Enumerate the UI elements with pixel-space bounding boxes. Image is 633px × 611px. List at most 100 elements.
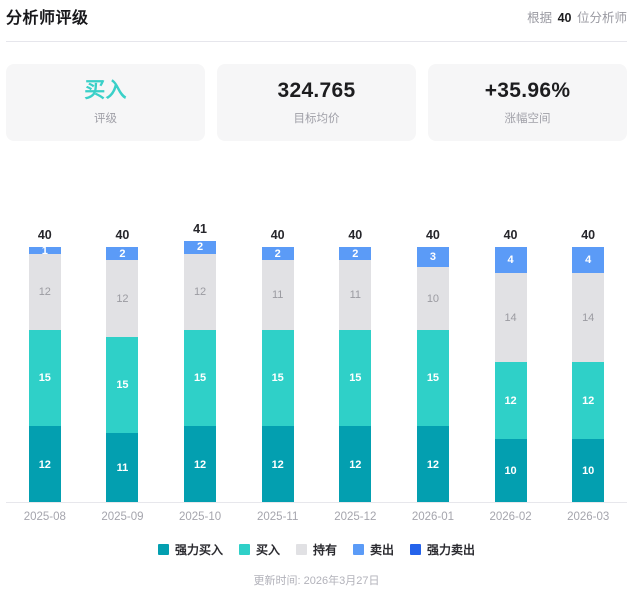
x-axis-label: 2026-03 [567,511,610,523]
column-total-label: 40 [115,228,130,243]
chart-column[interactable]: 41 2 12 15 12 [161,215,239,503]
x-axis-label: 2025-08 [23,511,66,523]
bar-segment[interactable]: 10 [416,266,449,331]
bar-segment[interactable]: 14 [494,272,527,363]
bar-segment[interactable]: 12 [28,253,61,331]
summary-card-upside: +35.96% 涨幅空间 [428,64,627,141]
summary-card-value: 324.765 [277,78,356,102]
panel-header: 分析师评级 根据 40 位分析师 [6,0,627,42]
summary-card-label: 涨幅空间 [504,113,551,126]
chart-column[interactable]: 40 2 11 15 12 [317,215,395,503]
legend-item[interactable]: 强力卖出 [410,541,475,558]
summary-card-value: +35.96% [484,78,571,102]
stacked-bar[interactable]: 4 14 12 10 [572,247,605,503]
legend-item[interactable]: 买入 [238,541,280,558]
summary-cards: 买入评级 324.765 目标均价 +35.96% 涨幅空间 [6,64,627,141]
bar-segment[interactable]: 15 [106,336,139,433]
summary-card-rating: 买入 评级 [6,64,205,141]
bar-segment[interactable]: 11 [261,260,294,331]
legend-swatch-icon [238,544,250,555]
bar-segment[interactable]: 2 [184,241,217,254]
bar-segment[interactable]: 12 [339,426,372,503]
legend-item[interactable]: 强力买入 [157,541,223,558]
bar-segment[interactable]: 1 [28,247,61,254]
bar-segment[interactable]: 10 [494,439,527,503]
bar-segment[interactable]: 15 [184,330,217,427]
x-axis-label: 2026-01 [411,511,455,523]
bar-segment[interactable]: 4 [572,247,605,273]
bar-segment[interactable]: 15 [339,330,372,427]
bar-segment[interactable]: 2 [339,247,372,261]
bar-segment[interactable]: 2 [261,247,294,261]
chart-plot-area: 40 1 12 15 12 40 2 12 15 11 41 2 12 15 12 40 2 11 15 12 40 2 1… [6,215,627,503]
x-axis-label: 2025-10 [178,511,222,523]
stacked-bar[interactable]: 3 10 15 12 [416,247,449,503]
bar-segment[interactable]: 12 [106,260,139,337]
analyst-count-note: 根据 40 位分析师 [527,4,627,26]
bar-segment[interactable]: 12 [184,253,217,331]
bar-segment[interactable]: 2 [106,247,139,261]
column-total-label: 40 [348,228,363,243]
chart-column[interactable]: 40 4 14 12 10 [472,215,550,503]
column-total-label: 40 [425,228,440,243]
legend-swatch-icon [295,544,307,555]
bar-segment[interactable]: 15 [28,330,61,427]
summary-card-price: 324.765 目标均价 [217,64,416,141]
bar-segment[interactable]: 14 [572,272,605,363]
bar-segment[interactable]: 12 [572,362,605,440]
stacked-bar[interactable]: 2 11 15 12 [339,247,372,503]
analyst-note-suffix: 位分析师 [576,11,627,25]
summary-card-label: 评级 [94,113,117,126]
legend-item[interactable]: 持有 [295,541,337,558]
column-total-label: 40 [37,228,52,243]
bar-segment[interactable]: 12 [261,426,294,503]
summary-card-value: 买入 [84,78,127,102]
summary-card-label: 目标均价 [293,113,340,126]
analyst-note-count: 40 [557,11,572,25]
legend-label: 卖出 [370,543,395,557]
legend-label: 买入 [255,543,280,557]
chart-column[interactable]: 40 4 14 12 10 [549,215,627,503]
bar-segment[interactable]: 10 [572,439,605,503]
legend-swatch-icon [157,544,169,555]
chart-column[interactable]: 40 2 11 15 12 [239,215,317,503]
bar-segment[interactable]: 12 [494,362,527,440]
legend-label: 持有 [312,543,337,557]
x-axis-label: 2025-09 [101,511,144,523]
legend-label: 强力卖出 [427,543,476,557]
ratings-stacked-bar-chart: 40 1 12 15 12 40 2 12 15 11 41 2 12 15 12 40 2 11 15 12 40 2 1… [6,215,627,525]
updated-timestamp: 更新时间: 2026年3月27日 [253,575,380,587]
x-axis-labels: 2025-08 2025-09 2025-10 2025-11 2025-12 2026-… [6,511,627,523]
x-axis-label: 2026-02 [489,511,532,523]
column-total-label: 41 [193,222,208,237]
stacked-bar[interactable]: 4 14 12 10 [494,247,527,503]
bar-segment[interactable]: 11 [339,260,372,331]
x-axis-line [6,502,627,503]
bar-segment[interactable]: 15 [416,330,449,427]
legend-swatch-icon [353,544,364,555]
legend-label: 强力买入 [174,543,223,557]
stacked-bar[interactable]: 2 11 15 12 [261,247,294,503]
bar-segment[interactable]: 12 [28,426,61,503]
chart-column[interactable]: 40 3 10 15 12 [394,215,472,503]
legend-swatch-icon [410,544,422,555]
bar-segment[interactable]: 15 [261,330,294,427]
chart-column[interactable]: 40 1 12 15 12 [6,215,84,503]
stacked-bar[interactable]: 2 12 15 12 [184,241,217,503]
legend-item[interactable]: 卖出 [353,541,394,558]
bar-segment[interactable]: 11 [106,432,139,503]
chart-column[interactable]: 40 2 12 15 11 [84,215,162,503]
analyst-note-prefix: 根据 [527,11,553,25]
bar-segment[interactable]: 4 [494,247,527,273]
page-title: 分析师评级 [6,10,89,27]
stacked-bar[interactable]: 1 12 15 12 [28,247,61,503]
x-axis-label: 2025-12 [334,511,377,523]
column-total-label: 40 [581,228,596,243]
column-total-label: 40 [503,228,518,243]
stacked-bar[interactable]: 2 12 15 11 [106,247,139,503]
bar-segment[interactable]: 12 [416,426,449,503]
x-axis-label: 2025-11 [257,511,299,523]
bar-segment[interactable]: 3 [416,247,449,267]
bar-segment[interactable]: 12 [184,426,217,503]
